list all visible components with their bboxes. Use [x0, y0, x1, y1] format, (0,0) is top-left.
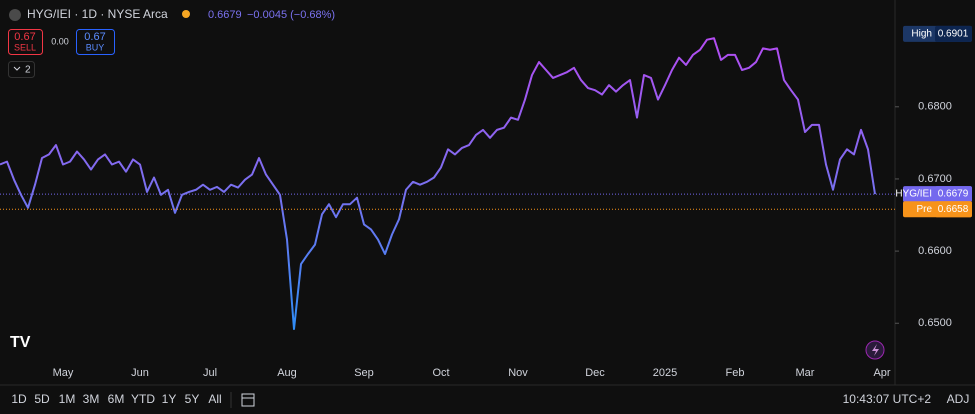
bolt — [872, 344, 879, 356]
range-button[interactable]: YTD — [131, 392, 155, 406]
price-value-bg — [935, 201, 972, 218]
buy-label: BUY — [86, 42, 105, 52]
y-tick-label: 0.6700 — [918, 173, 952, 185]
price-label-name: Pre — [916, 204, 932, 215]
range-button[interactable]: 3M — [83, 392, 100, 406]
x-tick-label: Dec — [585, 367, 605, 379]
sell-label: SELL — [14, 42, 36, 52]
logo: TV — [10, 334, 31, 351]
range-button[interactable]: 6M — [108, 392, 125, 406]
buy-price: 0.67 — [84, 31, 105, 43]
range-button[interactable]: 1Y — [162, 392, 177, 406]
adj-toggle[interactable]: ADJ — [947, 392, 970, 406]
change: −0.0045 (−0.68%) — [247, 9, 335, 21]
price-label-value: 0.6901 — [938, 29, 969, 40]
session-icon — [182, 10, 190, 18]
y-tick-label: 0.6600 — [918, 245, 952, 257]
range-button[interactable]: 1M — [59, 392, 76, 406]
x-tick-label: Jun — [131, 367, 149, 379]
clock: 10:43:07 UTC+2 — [843, 392, 932, 406]
y-tick-label: 0.6500 — [918, 317, 952, 329]
price-label-value: 0.6658 — [938, 204, 969, 215]
x-tick-label: Sep — [354, 367, 374, 379]
x-tick-label: Feb — [726, 367, 745, 379]
range-button[interactable]: 1D — [11, 392, 27, 406]
buy-button[interactable] — [76, 29, 115, 55]
range-button[interactable]: 5Y — [185, 392, 200, 406]
x-tick-label: Jul — [203, 367, 217, 379]
x-tick-label: 2025 — [653, 367, 677, 379]
sell-button[interactable] — [8, 29, 43, 55]
price-label-name: High — [911, 29, 932, 40]
sell-price: 0.67 — [14, 31, 35, 43]
price-value-bg — [935, 25, 972, 42]
x-tick-label: Nov — [508, 367, 528, 379]
x-tick-label: May — [53, 367, 74, 379]
calendar-icon — [241, 393, 255, 407]
range-button[interactable]: All — [208, 392, 221, 406]
x-tick-label: Oct — [432, 367, 449, 379]
price-line — [0, 37, 876, 331]
chevron — [13, 66, 21, 71]
price-label-value: 0.6679 — [938, 189, 969, 200]
symbol-icon — [9, 9, 21, 21]
indicator-count: 2 — [25, 65, 31, 76]
price-label-name: HYG/IEI — [895, 189, 932, 200]
symbol: HYG/IEI · 1D · NYSE Arca — [27, 7, 168, 21]
range-button[interactable]: 5D — [34, 392, 50, 406]
x-tick-label: Apr — [873, 367, 890, 379]
indicator-toggle[interactable] — [8, 61, 35, 78]
x-tick-label: Aug — [277, 367, 297, 379]
price: 0.6679 — [208, 9, 242, 21]
price-value-bg — [935, 186, 972, 203]
x-tick-label: Mar — [796, 367, 815, 379]
spread: 0.00 — [51, 36, 69, 46]
y-tick-label: 0.6800 — [918, 101, 952, 113]
